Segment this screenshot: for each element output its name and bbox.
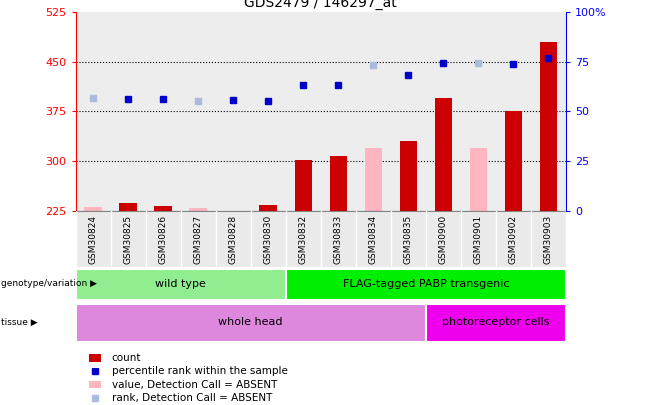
Bar — [434, 98, 452, 211]
Text: GSM30900: GSM30900 — [439, 215, 448, 264]
Bar — [356, 12, 391, 211]
Text: tissue ▶: tissue ▶ — [1, 318, 38, 327]
Bar — [216, 12, 251, 211]
Text: GSM30830: GSM30830 — [264, 215, 273, 264]
Bar — [145, 211, 181, 267]
Bar — [531, 12, 566, 211]
Text: GSM30832: GSM30832 — [299, 215, 308, 264]
Bar — [496, 211, 531, 267]
Bar — [76, 12, 111, 211]
Text: FLAG-tagged PABP transgenic: FLAG-tagged PABP transgenic — [343, 279, 509, 289]
Bar — [111, 12, 145, 211]
Text: GSM30835: GSM30835 — [404, 215, 413, 264]
Bar — [111, 211, 145, 267]
Bar — [540, 42, 557, 211]
Bar — [295, 160, 312, 211]
Bar — [505, 111, 522, 211]
Text: GSM30901: GSM30901 — [474, 215, 483, 264]
Bar — [251, 211, 286, 267]
Text: GSM30834: GSM30834 — [368, 215, 378, 264]
Text: count: count — [112, 353, 141, 363]
Bar — [216, 211, 251, 267]
Bar — [181, 211, 216, 267]
Bar — [365, 148, 382, 211]
Bar — [426, 304, 566, 342]
Text: value, Detection Call = ABSENT: value, Detection Call = ABSENT — [112, 380, 277, 390]
Text: GSM30903: GSM30903 — [544, 215, 553, 264]
Bar — [155, 206, 172, 211]
Text: percentile rank within the sample: percentile rank within the sample — [112, 367, 288, 376]
Text: genotype/variation ▶: genotype/variation ▶ — [1, 279, 97, 288]
Text: wild type: wild type — [155, 279, 206, 289]
Bar — [531, 211, 566, 267]
Bar — [76, 269, 286, 300]
Text: GSM30902: GSM30902 — [509, 215, 518, 264]
Bar — [181, 12, 216, 211]
Bar — [286, 211, 320, 267]
Bar — [76, 211, 111, 267]
Bar — [145, 12, 181, 211]
Bar — [321, 211, 356, 267]
Bar — [286, 269, 566, 300]
Bar — [286, 12, 320, 211]
Bar — [461, 12, 496, 211]
Text: whole head: whole head — [218, 317, 283, 327]
Bar — [321, 12, 356, 211]
Bar — [84, 207, 102, 211]
Text: GSM30824: GSM30824 — [89, 215, 97, 264]
Bar — [120, 202, 137, 211]
Text: photoreceptor cells: photoreceptor cells — [442, 317, 549, 327]
Text: rank, Detection Call = ABSENT: rank, Detection Call = ABSENT — [112, 393, 272, 403]
Bar — [330, 156, 347, 211]
Bar — [190, 208, 207, 211]
Bar — [391, 211, 426, 267]
Bar — [399, 141, 417, 211]
Bar — [461, 211, 496, 267]
Bar — [426, 12, 461, 211]
Text: GSM30828: GSM30828 — [229, 215, 238, 264]
Bar — [470, 148, 487, 211]
Bar — [426, 211, 461, 267]
Text: GSM30827: GSM30827 — [193, 215, 203, 264]
Title: GDS2479 / 146297_at: GDS2479 / 146297_at — [244, 0, 397, 10]
Text: GSM30833: GSM30833 — [334, 215, 343, 264]
Bar — [391, 12, 426, 211]
Bar — [251, 12, 286, 211]
Bar — [356, 211, 391, 267]
Bar — [496, 12, 531, 211]
Bar — [259, 205, 277, 211]
Bar — [76, 304, 426, 342]
Text: GSM30826: GSM30826 — [159, 215, 168, 264]
Text: GSM30825: GSM30825 — [124, 215, 133, 264]
